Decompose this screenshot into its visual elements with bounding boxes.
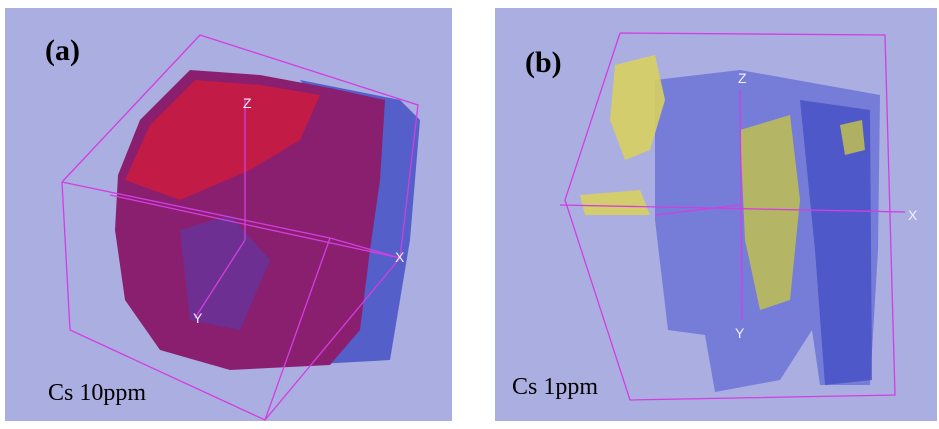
axis-label: Z xyxy=(738,70,747,86)
panel-caption: Cs 10ppm xyxy=(48,380,146,406)
axis-label: Z xyxy=(243,95,252,111)
panel-label: (b) xyxy=(525,46,562,79)
figure: (a) Z X Y Cs 10ppm (b) Z X Y Cs 1ppm xyxy=(0,0,939,429)
axis-label: X xyxy=(395,249,405,265)
axis-label: Y xyxy=(193,310,203,326)
axis-label: X xyxy=(908,207,918,223)
panel-a: (a) Z X Y Cs 10ppm xyxy=(5,8,452,421)
panel-caption: Cs 1ppm xyxy=(512,374,598,400)
panel-b: (b) Z X Y Cs 1ppm xyxy=(495,8,937,421)
axis-label: Y xyxy=(735,325,745,341)
panel-label: (a) xyxy=(45,34,80,67)
